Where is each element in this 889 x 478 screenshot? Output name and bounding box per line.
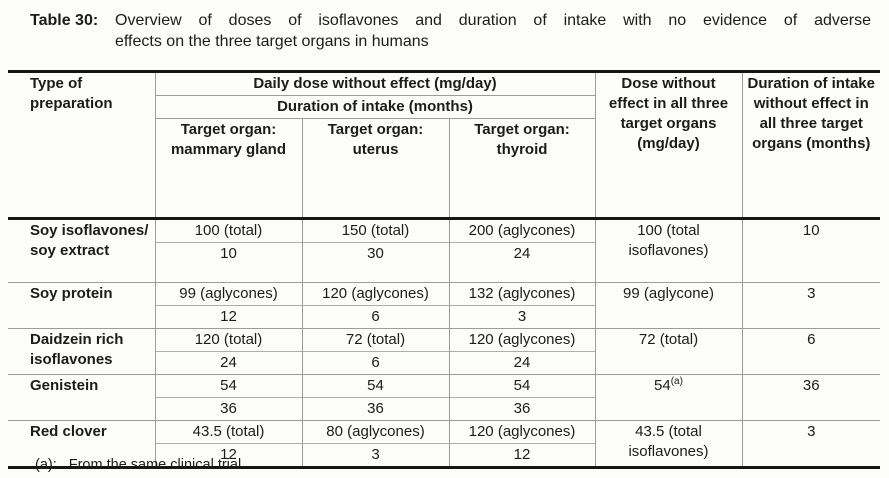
cell-mammary-months: 24 (155, 351, 303, 375)
cell-thyroid-dose: 120 (aglycones) (449, 420, 596, 444)
col-header-organ-uterus: Target organ: uterus (302, 118, 450, 219)
cell-thyroid-dose: 200 (aglycones) (449, 217, 596, 243)
table-row-red-clover-dose: Red clover 43.5 (total) 80 (aglycones) 1… (8, 420, 880, 468)
col-header-all-organs-dose: Dose without effect in all three target … (595, 71, 743, 219)
cell-thyroid-months: 3 (449, 305, 596, 329)
table-caption: Table 30: Overview of doses of isoflavon… (30, 10, 871, 52)
cell-uterus-months: 30 (302, 242, 450, 283)
cell-thyroid-months: 24 (449, 242, 596, 283)
cell-mammary-dose: 99 (aglycones) (155, 282, 303, 306)
genistein-all-organs-dose-value: 54 (654, 377, 671, 394)
table-row-soy-protein-dose: Soy protein 99 (aglycones) 120 (aglycone… (8, 282, 880, 329)
cell-preparation: Red clover (8, 420, 156, 468)
table-row-genistein-months: 36 36 36 (8, 397, 880, 421)
cell-uterus-months: 36 (302, 397, 450, 421)
footnote-text: From the same clinical trial. (68, 457, 246, 473)
cell-all-organs-months: 6 (742, 328, 880, 375)
cell-mammary-months: 10 (155, 242, 303, 283)
cell-mammary-months: 12 (155, 443, 303, 468)
cell-uterus-months: 3 (302, 443, 450, 468)
cell-preparation: Daidzein rich isoflavones (8, 328, 156, 375)
cell-preparation: Soy protein (8, 282, 156, 329)
cell-all-organs-months: 3 (742, 282, 880, 329)
cell-thyroid-months: 36 (449, 397, 596, 421)
header-row-1: Type of preparation Daily dose without e… (8, 71, 880, 219)
cell-mammary-dose: 120 (total) (155, 328, 303, 352)
table-footnote: (a): From the same clinical trial. (35, 457, 245, 473)
footnote-marker: (a): (35, 457, 57, 473)
cell-mammary-dose: 54 (155, 374, 303, 398)
cell-all-organs-months: 3 (742, 420, 880, 468)
table-row-soy-isoflavones-dose: Soy isoflavones/ soy extract 100 (total)… (8, 217, 880, 283)
col-group-daily-dose: Daily dose without effect (mg/day) (155, 71, 596, 96)
cell-all-organs-dose: 72 (total) (595, 328, 743, 375)
table-row-daidzein-dose: Daidzein rich isoflavones 120 (total) 72… (8, 328, 880, 375)
cell-preparation: Genistein (8, 374, 156, 421)
col-group-duration-of-intake: Duration of intake (months) (155, 95, 596, 119)
cell-uterus-dose: 150 (total) (302, 217, 450, 243)
table-row-daidzein-months: 24 6 24 (8, 351, 880, 375)
col-header-type-of-preparation: Type of preparation (8, 71, 156, 219)
cell-all-organs-dose: 99 (aglycone) (595, 282, 743, 329)
cell-uterus-dose: 80 (aglycones) (302, 420, 450, 444)
table-row-soy-isoflavones-months: 10 30 24 (8, 242, 880, 283)
isoflavone-dose-table: Type of preparation Daily dose without e… (8, 70, 880, 469)
cell-thyroid-dose: 54 (449, 374, 596, 398)
col-header-organ-mammary: Target organ: mammary gland (155, 118, 303, 219)
cell-mammary-months: 36 (155, 397, 303, 421)
table-caption-line1: Overview of doses of isoflavones and dur… (115, 12, 871, 29)
cell-mammary-months: 12 (155, 305, 303, 329)
header-row-2: Duration of intake (months) (8, 95, 880, 119)
cell-all-organs-dose: 54(a) (595, 374, 743, 421)
cell-uterus-dose: 72 (total) (302, 328, 450, 352)
header-row-3: Target organ: mammary gland Target organ… (8, 118, 880, 219)
cell-uterus-months: 6 (302, 351, 450, 375)
cell-uterus-dose: 120 (aglycones) (302, 282, 450, 306)
cell-mammary-dose: 43.5 (total) (155, 420, 303, 444)
cell-uterus-dose: 54 (302, 374, 450, 398)
table-caption-line2: effects on the three target organs in hu… (115, 33, 429, 50)
table-row-genistein-dose: Genistein 54 54 54 54(a) 36 (8, 374, 880, 421)
cell-mammary-dose: 100 (total) (155, 217, 303, 243)
cell-preparation: Soy isoflavones/ soy extract (8, 217, 156, 283)
cell-all-organs-months: 10 (742, 217, 880, 283)
table-row-red-clover-months: 12 3 12 (8, 443, 880, 468)
cell-thyroid-dose: 132 (aglycones) (449, 282, 596, 306)
table-caption-label: Table 30: (30, 12, 99, 29)
table-row-soy-protein-months: 12 6 3 (8, 305, 880, 329)
cell-all-organs-months: 36 (742, 374, 880, 421)
footnote-a-reference: (a) (670, 376, 683, 387)
cell-all-organs-dose: 43.5 (total isoflavones) (595, 420, 743, 468)
table-header: Type of preparation Daily dose without e… (8, 71, 880, 219)
table-body: Soy isoflavones/ soy extract 100 (total)… (8, 217, 880, 468)
cell-thyroid-dose: 120 (aglycones) (449, 328, 596, 352)
cell-thyroid-months: 12 (449, 443, 596, 468)
table-caption-text: Overview of doses of isoflavones and dur… (115, 10, 871, 52)
col-header-all-organs-duration: Duration of intake without effect in all… (747, 75, 875, 152)
col-header-organ-thyroid: Target organ: thyroid (449, 118, 596, 219)
cell-uterus-months: 6 (302, 305, 450, 329)
cell-thyroid-months: 24 (449, 351, 596, 375)
cell-all-organs-dose: 100 (total isoflavones) (595, 217, 743, 283)
